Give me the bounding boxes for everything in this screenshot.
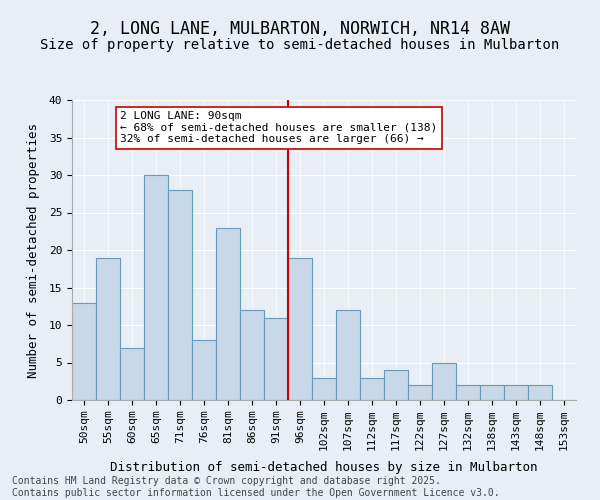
Bar: [72, 302, 96, 400]
Y-axis label: Number of semi-detached properties: Number of semi-detached properties: [28, 122, 40, 378]
Bar: [120, 348, 144, 400]
Bar: [504, 385, 528, 400]
Bar: [144, 175, 168, 400]
Bar: [336, 310, 360, 400]
Bar: [480, 385, 504, 400]
Bar: [96, 258, 120, 400]
Bar: [456, 385, 480, 400]
Bar: [528, 385, 552, 400]
X-axis label: Distribution of semi-detached houses by size in Mulbarton: Distribution of semi-detached houses by …: [110, 462, 538, 474]
Bar: [216, 228, 240, 400]
Text: 2, LONG LANE, MULBARTON, NORWICH, NR14 8AW: 2, LONG LANE, MULBARTON, NORWICH, NR14 8…: [90, 20, 510, 38]
Bar: [360, 378, 384, 400]
Bar: [288, 258, 312, 400]
Bar: [312, 378, 336, 400]
Bar: [432, 362, 456, 400]
Bar: [408, 385, 432, 400]
Bar: [384, 370, 408, 400]
Bar: [240, 310, 264, 400]
Bar: [264, 318, 288, 400]
Text: Contains HM Land Registry data © Crown copyright and database right 2025.
Contai: Contains HM Land Registry data © Crown c…: [12, 476, 500, 498]
Text: 2 LONG LANE: 90sqm
← 68% of semi-detached houses are smaller (138)
32% of semi-d: 2 LONG LANE: 90sqm ← 68% of semi-detache…: [120, 112, 437, 144]
Bar: [168, 190, 192, 400]
Text: Size of property relative to semi-detached houses in Mulbarton: Size of property relative to semi-detach…: [40, 38, 560, 52]
Bar: [192, 340, 216, 400]
